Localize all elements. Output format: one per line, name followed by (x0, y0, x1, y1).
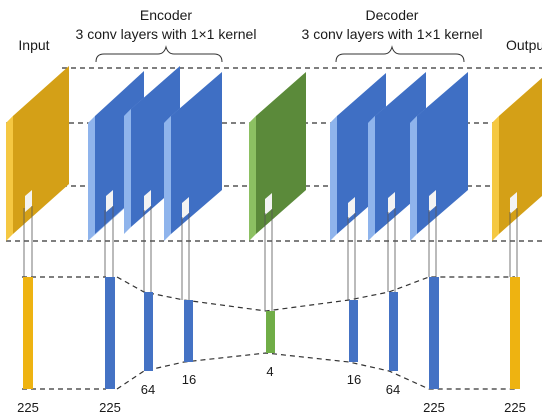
encoder-conv-3-pixel (182, 197, 189, 219)
output-layer (492, 78, 542, 241)
output-vector (510, 277, 520, 389)
input-layer (6, 66, 69, 241)
input-layer-edge (6, 116, 13, 241)
input-pixel (25, 190, 32, 212)
input-dimension: 225 (17, 400, 39, 415)
encoder-brace (95, 45, 223, 63)
decoder-vector-3 (429, 277, 439, 389)
encoder-vector-3 (184, 300, 193, 362)
decoder-3-dimension: 225 (423, 400, 445, 415)
decoder-conv-2-pixel (388, 192, 395, 214)
decoder-conv-3-pixel (429, 190, 436, 212)
output-pixel (510, 192, 517, 214)
decoder-brace (335, 45, 465, 63)
encoder-vector-2 (144, 292, 153, 371)
encoder-2-dimension: 64 (141, 382, 155, 397)
encoder-1-dimension: 225 (99, 400, 121, 415)
decoder-conv-1-pixel (348, 197, 355, 219)
bottleneck-vector (266, 311, 275, 353)
input-vector (23, 277, 33, 389)
decoder-conv-3 (410, 72, 468, 241)
input-label: Input (18, 37, 49, 53)
decoder-description: 3 conv layers with 1×1 kernel (302, 26, 483, 42)
encoder-3-dimension: 16 (182, 372, 196, 387)
encoder-title: Encoder (140, 7, 192, 23)
bottleneck-pixel (265, 193, 272, 215)
bottleneck-dimension: 4 (266, 364, 273, 379)
encoder-conv-3 (164, 72, 222, 241)
decoder-vector-1 (349, 300, 358, 362)
encoder-description: 3 conv layers with 1×1 kernel (76, 26, 257, 42)
decoder-2-dimension: 64 (386, 382, 400, 397)
output-label: Output (506, 37, 542, 53)
decoder-title: Decoder (366, 7, 419, 23)
bottleneck-layer (249, 72, 306, 241)
decoder-1-dimension: 16 (347, 372, 361, 387)
output-dimension: 225 (504, 400, 526, 415)
input-layer-face (13, 66, 69, 234)
encoder-conv-1-pixel (106, 190, 113, 212)
encoder-vector-1 (105, 277, 115, 389)
connector-lines (23, 206, 518, 311)
decoder-vector-2 (389, 292, 398, 371)
encoder-conv-2-pixel (144, 190, 151, 212)
